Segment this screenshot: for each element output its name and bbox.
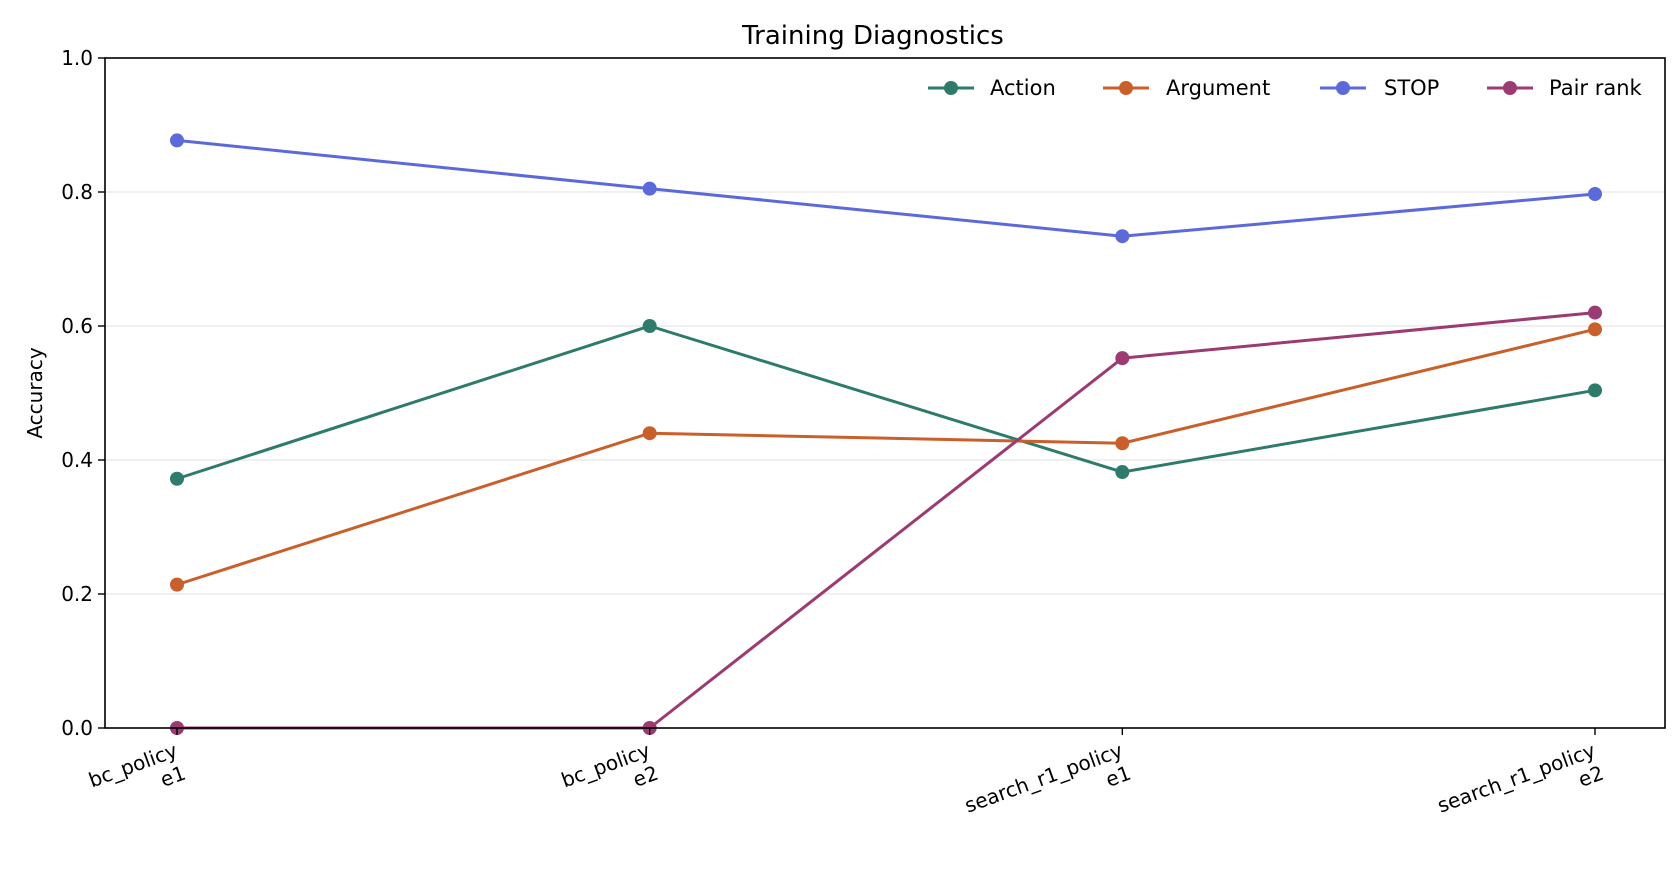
gridlines	[105, 191, 1665, 595]
series-line-pair-rank	[177, 311, 1596, 730]
data-point-stop	[642, 181, 657, 196]
legend-label: STOP	[1384, 76, 1439, 100]
data-point-action	[642, 319, 657, 333]
series-line-argument	[176, 327, 1596, 587]
data-point-argument	[1588, 322, 1602, 337]
legend-item-action: Action	[928, 76, 1056, 100]
y-tick-label: 0.4	[61, 448, 93, 472]
data-point-action	[1115, 465, 1130, 480]
series-stop	[170, 133, 1602, 244]
data-point-stop	[1588, 187, 1602, 202]
data-point-action	[1588, 383, 1602, 398]
data-point-stop	[1115, 229, 1130, 244]
series-action	[170, 319, 1602, 486]
x-tick-label-line: search_r1_policy	[1434, 738, 1599, 817]
y-axis: 0.0 0.2 0.4 0.6 0.8 1.0	[61, 46, 105, 740]
y-axis-label: Accuracy	[23, 347, 47, 438]
x-tick-label-line: search_r1_policy	[961, 738, 1126, 817]
legend-swatch-marker	[1503, 81, 1517, 95]
data-point-pair-rank	[1588, 305, 1602, 320]
legend-label: Argument	[1166, 76, 1270, 100]
legend-label: Action	[990, 76, 1056, 100]
legend: Action Argument STOP Pair rank	[928, 76, 1643, 100]
data-point-pair-rank	[1115, 351, 1130, 366]
series-line-action	[176, 324, 1596, 481]
data-point-argument	[170, 577, 184, 592]
data-point-argument	[1115, 436, 1130, 451]
legend-swatch-marker	[1119, 81, 1133, 95]
plot-frame	[104, 57, 1666, 729]
legend-item-argument: Argument	[1103, 76, 1270, 100]
series-pair-rank	[170, 305, 1602, 735]
y-tick-label: 1.0	[61, 46, 93, 70]
legend-swatch-marker	[1336, 81, 1350, 95]
y-tick-label: 0.8	[61, 180, 93, 204]
data-point-argument	[642, 426, 657, 441]
chart-title: Training Diagnostics	[741, 21, 1004, 51]
legend-label: Pair rank	[1549, 76, 1643, 100]
y-tick-label: 0.6	[61, 314, 93, 338]
legend-item-stop: STOP	[1320, 76, 1439, 100]
data-point-action	[170, 471, 184, 486]
series-argument	[170, 322, 1602, 592]
legend-item-pair-rank: Pair rank	[1487, 76, 1643, 100]
data-point-stop	[170, 133, 184, 148]
series-layer	[170, 133, 1602, 735]
y-tick-label: 0.2	[61, 582, 93, 606]
legend-swatch-marker	[944, 81, 958, 95]
y-tick-label: 0.0	[61, 716, 93, 740]
series-line-stop	[176, 138, 1596, 238]
